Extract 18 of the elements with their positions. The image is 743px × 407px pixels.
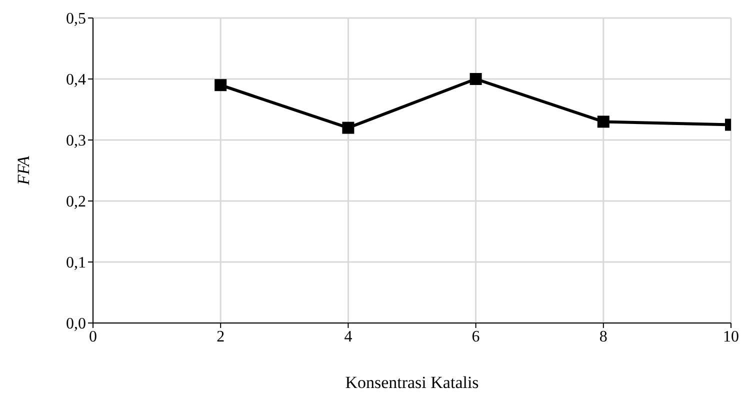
- y-tick-label: 0,5: [66, 10, 86, 28]
- x-tick-label: 8: [599, 328, 608, 346]
- point: [470, 73, 482, 85]
- y-tick-label: 0,0: [66, 316, 86, 333]
- point: [597, 116, 610, 128]
- y-tick-label: 0,1: [66, 254, 86, 272]
- x-tick-label: 4: [344, 328, 352, 346]
- x-tick-label: 6: [472, 328, 480, 346]
- point: [214, 79, 227, 92]
- x-tick-label: 10: [723, 328, 739, 346]
- x-axis-title: Konsentrasi Katalis: [345, 373, 479, 392]
- x-tick-label: 2: [216, 328, 225, 346]
- x-tick-label: 0: [89, 328, 97, 346]
- y-tick-label: 0,2: [66, 194, 86, 211]
- y-tick-label: 0,3: [66, 132, 86, 150]
- y-tick-label: 0,4: [66, 72, 86, 89]
- y-axis-title: FFA: [14, 155, 34, 186]
- point: [342, 122, 354, 134]
